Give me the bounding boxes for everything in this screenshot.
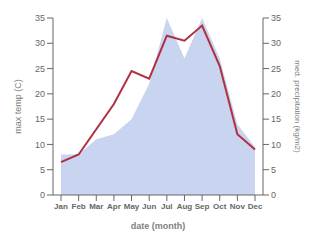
svg-text:5: 5 [40,165,45,175]
svg-text:Apr: Apr [107,202,121,211]
svg-text:10: 10 [35,140,45,150]
svg-text:25: 25 [271,64,281,74]
svg-text:35: 35 [35,13,45,23]
svg-text:max temp (C): max temp (C) [13,79,23,134]
svg-text:5: 5 [271,165,276,175]
svg-text:date (month): date (month) [131,221,186,231]
svg-text:Jul: Jul [161,202,173,211]
svg-text:Jun: Jun [142,202,156,211]
svg-text:May: May [124,202,140,211]
svg-text:15: 15 [35,114,45,124]
svg-text:Nov: Nov [230,202,246,211]
svg-text:med. precipitation (kg/m2): med. precipitation (kg/m2) [293,60,302,153]
svg-text:Jan: Jan [54,202,68,211]
svg-text:Feb: Feb [72,202,86,211]
svg-text:30: 30 [271,38,281,48]
svg-text:30: 30 [35,38,45,48]
svg-text:Sep: Sep [195,202,210,211]
svg-text:0: 0 [271,190,276,200]
svg-text:10: 10 [271,140,281,150]
svg-text:Oct: Oct [213,202,227,211]
svg-text:0: 0 [40,190,45,200]
svg-text:15: 15 [271,114,281,124]
svg-text:25: 25 [35,64,45,74]
svg-text:20: 20 [35,89,45,99]
svg-text:Aug: Aug [177,202,193,211]
svg-text:Dec: Dec [248,202,263,211]
svg-text:35: 35 [271,13,281,23]
svg-text:Mar: Mar [89,202,103,211]
svg-text:20: 20 [271,89,281,99]
